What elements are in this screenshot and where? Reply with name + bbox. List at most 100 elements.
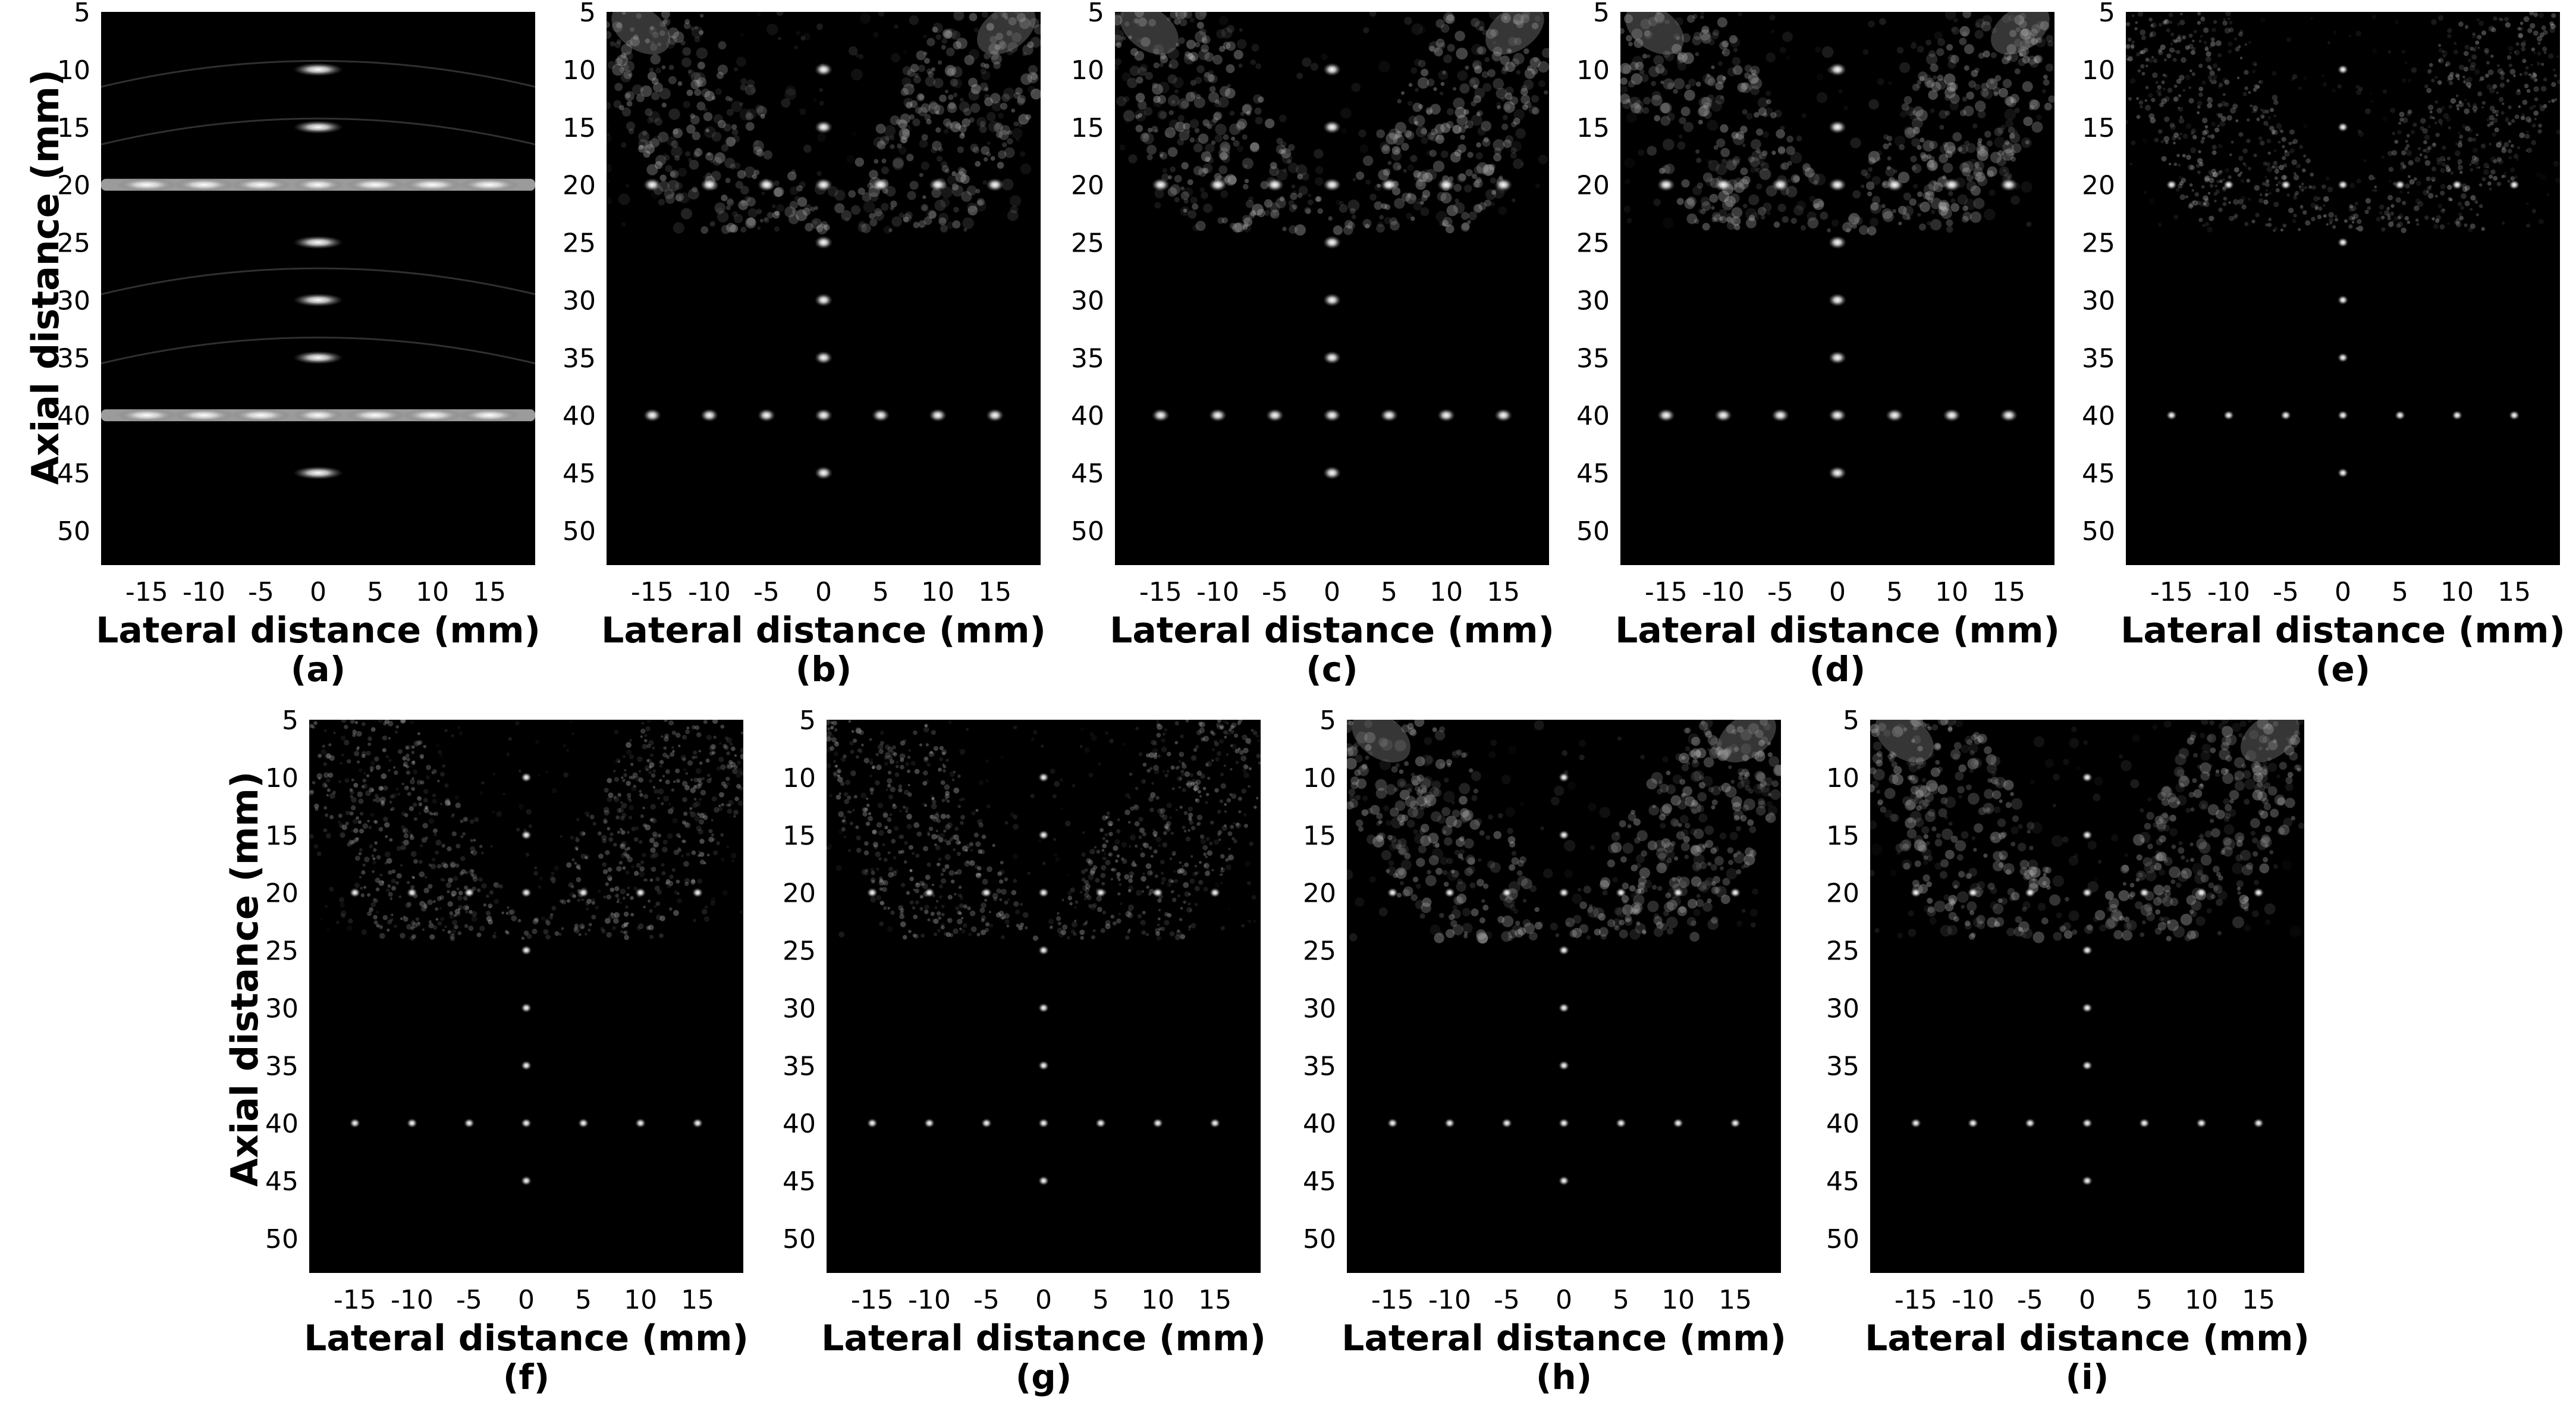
y-tick-label: 20: [1576, 171, 1610, 201]
point-target: [1265, 178, 1284, 192]
x-tick-label: 0: [2335, 577, 2351, 607]
point-target: [1673, 1118, 1684, 1128]
point-target: [1559, 887, 1569, 898]
x-tick-label: 10: [1661, 1285, 1695, 1315]
y-tick-label: 10: [1071, 55, 1104, 86]
point-target: [1208, 178, 1227, 192]
y-tick-label: 25: [1071, 228, 1104, 259]
y-axis-ticks: 5 10 15 20 25 30 35 40 45 50: [1826, 705, 1859, 1255]
y-axis-ticks: 5 10 15 20 25 30 35 40 45 50: [57, 0, 90, 547]
panel-i: 5 10 15 20 25 30 35 40 45 50 -15 -10 -5 0 5 10 15 Lateral…: [1817, 705, 2340, 1404]
point-target: [1714, 409, 1732, 422]
point-target: [1886, 409, 1904, 422]
y-tick-label: 5: [2099, 0, 2115, 28]
point-target: [231, 409, 291, 422]
point-target: [1095, 887, 1107, 898]
point-target: [1657, 409, 1675, 422]
y-tick-label: 45: [1071, 459, 1104, 489]
point-target: [1151, 409, 1170, 422]
y-tick-label: 15: [783, 821, 816, 851]
y-tick-label: 25: [265, 936, 299, 967]
point-target: [1210, 1118, 1221, 1128]
point-target: [1380, 409, 1399, 422]
y-tick-label: 45: [57, 459, 90, 489]
point-target: [815, 466, 833, 479]
point-target: [1095, 1118, 1107, 1128]
point-target: [815, 236, 833, 249]
x-axis-ticks: -15 -10 -5 0 5 10 15: [631, 577, 1011, 607]
x-tick-label: 0: [310, 577, 326, 607]
point-target: [117, 409, 177, 422]
image-background: [309, 720, 743, 1273]
y-tick-label: 15: [1576, 113, 1610, 143]
y-tick-label: 45: [1826, 1166, 1859, 1197]
panel-label-a: (a): [291, 649, 345, 689]
point-target: [2024, 1118, 2035, 1128]
point-target: [1829, 293, 1846, 307]
y-tick-label: 25: [783, 936, 816, 967]
point-target: [1673, 887, 1684, 898]
point-target: [2280, 410, 2291, 421]
point-target: [293, 351, 343, 365]
y-tick-label: 45: [563, 459, 596, 489]
arc-artifacts: [101, 59, 535, 365]
x-tick-label: 10: [416, 577, 449, 607]
y-tick-label: 25: [57, 228, 90, 259]
x-tick-label: -10: [1952, 1285, 1994, 1315]
x-axis-label: Lateral distance (mm): [601, 610, 1046, 651]
y-tick-label: 40: [1826, 1109, 1859, 1139]
point-target: [521, 887, 532, 898]
y-tick-label: 35: [1576, 343, 1610, 374]
y-tick-label: 45: [2082, 459, 2115, 489]
x-tick-label: 15: [978, 577, 1011, 607]
y-tick-label: 15: [265, 821, 299, 851]
y-tick-label: 40: [1303, 1109, 1336, 1139]
point-target: [1559, 1003, 1569, 1013]
panel-a: 5 10 15 20 25 30 35 40 45 50 -15 -10 -5 0 5 10 15 Lateral…: [48, 0, 571, 696]
point-target: [2166, 180, 2177, 190]
point-target: [1829, 62, 1846, 76]
y-axis-ticks: 5 10 15 20 25 30 35 40 45 50: [2082, 0, 2115, 547]
point-target: [293, 466, 343, 479]
point-target: [986, 409, 1004, 422]
point-target: [1559, 1176, 1569, 1186]
y-tick-label: 50: [1576, 516, 1610, 547]
y-tick-label: 50: [2082, 516, 2115, 547]
point-target: [521, 945, 532, 955]
point-target: [1323, 466, 1341, 479]
point-target: [2395, 410, 2406, 421]
image-background: [1870, 720, 2304, 1273]
y-axis-ticks: 5 10 15 20 25 30 35 40 45 50: [563, 0, 596, 547]
x-axis-label: Lateral distance (mm): [1110, 610, 1554, 651]
x-axis-label: Lateral distance (mm): [821, 1318, 1266, 1359]
clutter-texture: [1620, 12, 2054, 236]
point-target: [463, 887, 475, 898]
point-targets: [2166, 64, 2520, 478]
point-target: [866, 887, 878, 898]
point-target: [1437, 178, 1456, 192]
image-content: [309, 720, 743, 1186]
y-tick-label: 5: [1088, 0, 1104, 28]
point-target: [463, 1118, 475, 1128]
x-tick-label: -5: [1494, 1285, 1520, 1315]
panel-h: 5 10 15 20 25 30 35 40 45 50 -15 -10 -5 0 5 10 15 Lateral…: [1293, 705, 1817, 1404]
point-target: [1038, 1118, 1049, 1128]
image-background: [101, 12, 535, 565]
point-target: [1829, 351, 1846, 365]
y-tick-label: 20: [265, 879, 299, 909]
x-tick-label: 0: [1556, 1285, 1572, 1315]
point-target: [1829, 120, 1846, 134]
point-target: [1038, 945, 1049, 955]
x-tick-label: -15: [851, 1285, 894, 1315]
x-tick-label: 0: [2079, 1285, 2096, 1315]
x-tick-label: -5: [248, 577, 274, 607]
x-tick-label: -10: [183, 577, 225, 607]
panel-label-g: (g): [1016, 1357, 1072, 1397]
point-target: [815, 351, 833, 365]
x-tick-label: -15: [125, 577, 168, 607]
point-target: [923, 1118, 935, 1128]
x-tick-label: -10: [688, 577, 731, 607]
x-tick-label: 5: [1092, 1285, 1109, 1315]
point-target: [521, 1176, 532, 1186]
point-target: [2338, 410, 2348, 421]
